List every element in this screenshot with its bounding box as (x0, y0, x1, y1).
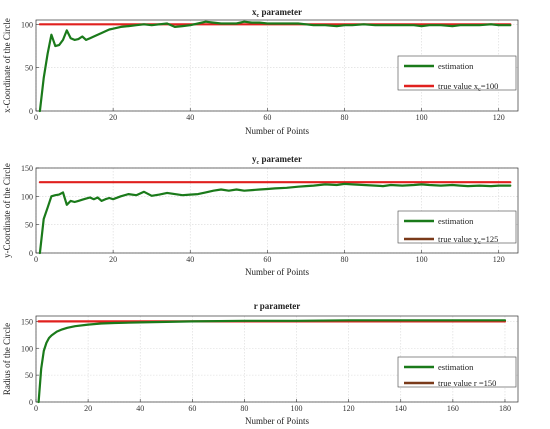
x-tick-label: 160 (447, 404, 459, 413)
x-tick-label: 120 (493, 113, 505, 122)
x-tick-label: 80 (240, 404, 248, 413)
x-tick-label: 60 (188, 404, 196, 413)
legend-label: true value yc=125 (438, 234, 498, 246)
legend-label: estimation (438, 216, 474, 226)
x-tick-label: 20 (109, 255, 117, 264)
legend: estimation true value yc=125 (397, 210, 517, 246)
x-tick-label: 80 (340, 113, 348, 122)
x-tick-label: 40 (186, 255, 194, 264)
legend-label: estimation (438, 61, 474, 71)
y-tick-label: 100 (21, 344, 33, 353)
y-axis-label: x-Coordinate of the Circle (2, 18, 12, 113)
x-tick-label: 100 (291, 404, 303, 413)
y-axis-label: Radius of the Circle (2, 323, 12, 395)
legend-label: true value xc=100 (438, 81, 498, 93)
x-axis-label: Number of Points (245, 416, 309, 426)
x-tick-label: 40 (186, 113, 194, 122)
estimation-line (38, 20, 512, 113)
chart-title: yc parameter (252, 154, 302, 166)
legend-box (397, 55, 517, 91)
estimation-line (38, 182, 512, 255)
axes-frame (35, 19, 519, 112)
x-tick-label: 0 (34, 404, 38, 413)
x-tick-label: 140 (395, 404, 407, 413)
chart-title: r parameter (254, 301, 301, 311)
x-tick-label: 20 (109, 113, 117, 122)
x-tick-label: 100 (416, 255, 428, 264)
x-tick-label: 0 (34, 113, 38, 122)
y-tick-label: 0 (29, 107, 33, 116)
x-tick-label: 120 (493, 255, 505, 264)
x-tick-label: 0 (34, 255, 38, 264)
axes-frame (35, 167, 519, 254)
y-tick-label: 50 (25, 221, 33, 230)
legend-label: estimation (438, 362, 474, 372)
axes-frame (35, 315, 519, 403)
legend: estimation true value xc=100 (397, 55, 517, 93)
y-tick-label: 0 (29, 398, 33, 407)
chart-title: xc parameter (252, 7, 302, 19)
x-tick-label: 80 (340, 255, 348, 264)
x-tick-label: 60 (263, 255, 271, 264)
subplot-1: 0 20 40 60 80 100 120 0 50 100 xc parameter Number … (2, 7, 519, 136)
legend: estimation true value r =150 (397, 356, 517, 388)
legend-box (397, 210, 517, 244)
y-tick-label: 100 (21, 20, 33, 29)
x-tick-label: 60 (263, 113, 271, 122)
y-tick-label: 50 (25, 64, 33, 73)
y-tick-label: 100 (21, 192, 33, 201)
y-tick-label: 150 (21, 317, 33, 326)
subplot-3: 0 20 40 60 80 100 120 140 160 180 0 50 100 150 r param… (2, 301, 519, 426)
x-axis-label: Number of Points (245, 267, 309, 277)
subplot-2: 0 20 40 60 80 100 120 0 50 100 150 yc parameter Numb… (2, 154, 519, 277)
x-tick-label: 20 (84, 404, 92, 413)
legend-label: true value r =150 (438, 378, 496, 388)
x-axis-label: Number of Points (245, 126, 309, 136)
x-tick-label: 180 (499, 404, 511, 413)
y-tick-label: 0 (29, 249, 33, 258)
x-tick-label: 120 (343, 404, 355, 413)
x-tick-label: 100 (416, 113, 428, 122)
y-tick-label: 50 (25, 371, 33, 380)
y-axis-label: y-Coordinate of the Circle (2, 163, 12, 258)
x-tick-label: 40 (136, 404, 144, 413)
y-tick-label: 150 (21, 164, 33, 173)
estimation-line (37, 319, 507, 404)
